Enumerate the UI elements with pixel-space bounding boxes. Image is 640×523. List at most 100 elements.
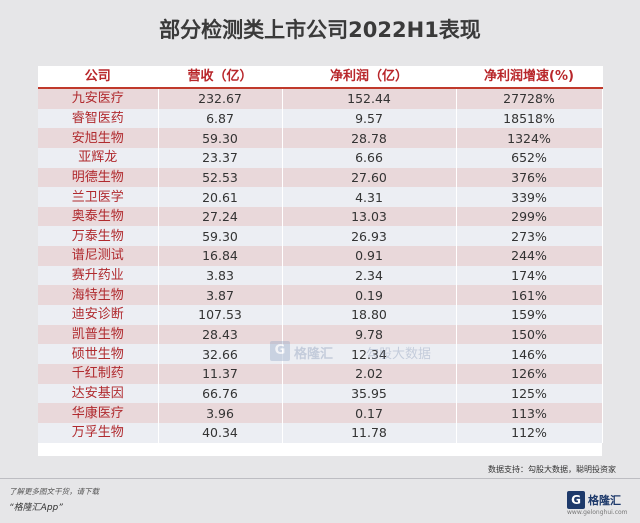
- cell-profit-growth: 652%: [456, 147, 603, 168]
- cell-net-profit: 0.19: [282, 285, 457, 306]
- table-header-row: 公司 营收（亿） 净利润（亿） 净利润增速(%): [38, 66, 603, 89]
- cell-profit-growth: 27728%: [456, 88, 603, 109]
- cell-company: 万孚生物: [38, 422, 159, 443]
- cell-revenue: 3.87: [158, 285, 283, 306]
- cell-revenue: 32.66: [158, 344, 283, 364]
- cell-profit-growth: 126%: [456, 363, 603, 384]
- table-body: 九安医疗 232.67 152.44 27728% 睿智医药 6.87 9.57 18518%…: [38, 88, 603, 443]
- cell-profit-growth: 1324%: [456, 128, 603, 148]
- table-row: 赛升药业 3.83 2.34 174%: [38, 265, 603, 286]
- cell-revenue: 40.34: [158, 422, 283, 443]
- cell-company: 海特生物: [38, 285, 159, 306]
- cell-revenue: 23.37: [158, 147, 283, 168]
- cell-profit-growth: 113%: [456, 403, 603, 423]
- cell-net-profit: 35.95: [282, 383, 457, 404]
- cell-company: 迪安诊断: [38, 305, 159, 325]
- table-row: 迪安诊断 107.53 18.80 159%: [38, 305, 603, 325]
- cell-revenue: 16.84: [158, 246, 283, 266]
- cell-revenue: 59.30: [158, 128, 283, 148]
- cell-company: 赛升药业: [38, 265, 159, 286]
- cell-profit-growth: 112%: [456, 422, 603, 443]
- cell-net-profit: 26.93: [282, 226, 457, 247]
- cell-profit-growth: 339%: [456, 187, 603, 207]
- table-row: 万泰生物 59.30 26.93 273%: [38, 226, 603, 247]
- column-header-net-profit: 净利润（亿）: [282, 66, 457, 89]
- cell-profit-growth: 273%: [456, 226, 603, 247]
- cell-company: 达安基因: [38, 383, 159, 404]
- cell-net-profit: 9.57: [282, 108, 457, 129]
- cell-revenue: 107.53: [158, 305, 283, 325]
- brand-logo-url: www.gelonghui.com: [567, 509, 628, 516]
- cell-net-profit: 6.66: [282, 147, 457, 168]
- cell-net-profit: 0.17: [282, 403, 457, 423]
- table-row: 万孚生物 40.34 11.78 112%: [38, 422, 603, 443]
- table-row: 海特生物 3.87 0.19 161%: [38, 285, 603, 306]
- cell-net-profit: 2.02: [282, 363, 457, 384]
- cell-revenue: 27.24: [158, 206, 283, 227]
- cell-net-profit: 11.78: [282, 422, 457, 443]
- data-table-card: 公司 营收（亿） 净利润（亿） 净利润增速(%) 九安医疗 232.67 152.4…: [38, 66, 603, 456]
- cell-profit-growth: 299%: [456, 206, 603, 227]
- cell-company: 华康医疗: [38, 403, 159, 423]
- cell-company: 凯普生物: [38, 324, 159, 345]
- cell-revenue: 3.96: [158, 403, 283, 423]
- cell-net-profit: 0.91: [282, 246, 457, 266]
- data-table: 公司 营收（亿） 净利润（亿） 净利润增速(%) 九安医疗 232.67 152.4…: [38, 66, 603, 443]
- cell-company: 明德生物: [38, 167, 159, 188]
- brand-logo-icon: G: [567, 491, 585, 509]
- table-row: 九安医疗 232.67 152.44 27728%: [38, 88, 603, 109]
- cell-revenue: 20.61: [158, 187, 283, 207]
- cell-company: 万泰生物: [38, 226, 159, 247]
- table-row: 华康医疗 3.96 0.17 113%: [38, 403, 603, 423]
- table-row: 硕世生物 32.66 12.34 146%: [38, 344, 603, 364]
- cell-net-profit: 13.03: [282, 206, 457, 227]
- cell-profit-growth: 146%: [456, 344, 603, 364]
- table-row: 凯普生物 28.43 9.78 150%: [38, 324, 603, 345]
- cell-profit-growth: 174%: [456, 265, 603, 286]
- cell-net-profit: 9.78: [282, 324, 457, 345]
- cell-company: 谱尼测试: [38, 246, 159, 266]
- brand-logo: G 格隆汇 www.gelonghui.com: [567, 487, 631, 517]
- cell-net-profit: 2.34: [282, 265, 457, 286]
- cell-company: 兰卫医学: [38, 187, 159, 207]
- cell-company: 奥泰生物: [38, 206, 159, 227]
- cell-profit-growth: 125%: [456, 383, 603, 404]
- cell-revenue: 3.83: [158, 265, 283, 286]
- brand-logo-text: 格隆汇: [588, 494, 621, 507]
- table-row: 亚辉龙 23.37 6.66 652%: [38, 147, 603, 168]
- table-row: 安旭生物 59.30 28.78 1324%: [38, 128, 603, 148]
- cell-revenue: 52.53: [158, 167, 283, 188]
- cell-profit-growth: 159%: [456, 305, 603, 325]
- table-row: 奥泰生物 27.24 13.03 299%: [38, 206, 603, 227]
- table-row: 千红制药 11.37 2.02 126%: [38, 363, 603, 384]
- table-row: 明德生物 52.53 27.60 376%: [38, 167, 603, 188]
- cell-revenue: 66.76: [158, 383, 283, 404]
- cell-net-profit: 27.60: [282, 167, 457, 188]
- table-row: 兰卫医学 20.61 4.31 339%: [38, 187, 603, 207]
- table-row: 睿智医药 6.87 9.57 18518%: [38, 108, 603, 129]
- promo-line-2: “格隆汇App”: [9, 503, 63, 513]
- cell-profit-growth: 150%: [456, 324, 603, 345]
- table-row: 谱尼测试 16.84 0.91 244%: [38, 246, 603, 266]
- cell-company: 九安医疗: [38, 88, 159, 109]
- cell-revenue: 28.43: [158, 324, 283, 345]
- cell-profit-growth: 244%: [456, 246, 603, 266]
- column-header-profit-growth: 净利润增速(%): [456, 66, 603, 89]
- cell-company: 亚辉龙: [38, 147, 159, 168]
- cell-profit-growth: 376%: [456, 167, 603, 188]
- cell-company: 硕世生物: [38, 344, 159, 364]
- cell-net-profit: 18.80: [282, 305, 457, 325]
- cell-revenue: 11.37: [158, 363, 283, 384]
- cell-profit-growth: 18518%: [456, 108, 603, 129]
- cell-revenue: 6.87: [158, 108, 283, 129]
- cell-profit-growth: 161%: [456, 285, 603, 306]
- footer-divider: [0, 478, 640, 479]
- cell-net-profit: 4.31: [282, 187, 457, 207]
- cell-revenue: 232.67: [158, 88, 283, 109]
- cell-revenue: 59.30: [158, 226, 283, 247]
- page-title: 部分检测类上市公司2022H1表现: [159, 18, 481, 42]
- cell-company: 千红制药: [38, 363, 159, 384]
- column-header-company: 公司: [38, 66, 159, 89]
- cell-company: 睿智医药: [38, 108, 159, 129]
- cell-net-profit: 28.78: [282, 128, 457, 148]
